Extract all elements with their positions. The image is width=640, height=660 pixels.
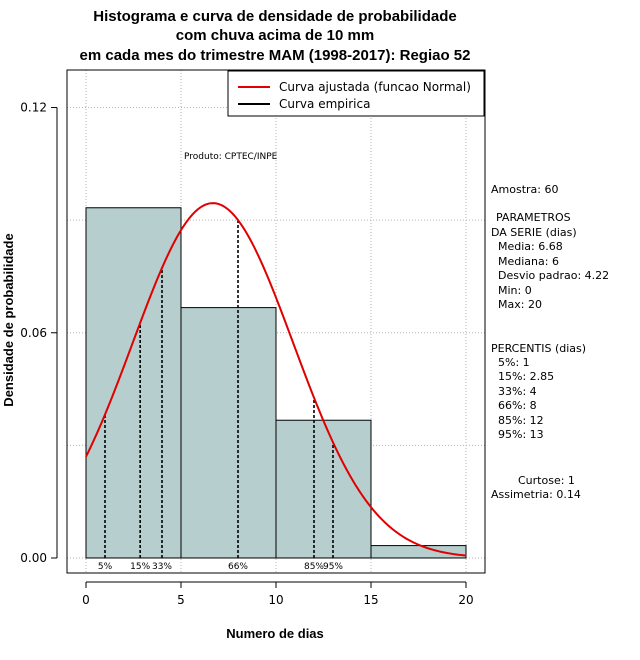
x-axis: 0 5 10 15 20 [82, 581, 474, 607]
percentile-label-2: 33% [152, 562, 172, 572]
stat-param-title-1: PARAMETROS [496, 211, 571, 224]
stat-media: Media: 6.68 [498, 240, 563, 253]
y-tick-label-0: 0.00 [20, 551, 47, 565]
stat-p15: 15%: 2.85 [498, 370, 554, 383]
legend-box [227, 70, 485, 117]
stat-percentis-title: PERCENTIS (dias) [491, 342, 586, 355]
stat-p85: 85%: 12 [498, 414, 544, 427]
x-tick-label-3: 15 [363, 593, 378, 607]
x-tick-label-0: 0 [82, 593, 90, 607]
x-tick-label-2: 10 [268, 593, 283, 607]
histogram-bars [85, 207, 467, 559]
stat-amostra: Amostra: 60 [491, 183, 558, 196]
side-statistics: Amostra: 60 PARAMETROS DA SERIE (dias) M… [491, 183, 609, 501]
stat-param-title-2: DA SERIE (dias) [491, 226, 577, 239]
stat-curtose: Curtose: 1 [518, 474, 575, 487]
chart-title-line-2: com chuva acima de 10 mm [176, 27, 374, 44]
y-tick-label-2: 0.12 [20, 101, 47, 115]
stat-min: Min: 0 [498, 284, 532, 297]
bar-1 [180, 307, 277, 559]
stat-assimetria: Assimetria: 0.14 [491, 488, 581, 501]
percentile-label-5: 95% [323, 562, 343, 572]
stat-desvio: Desvio padrao: 4.22 [498, 269, 609, 282]
percentile-label-0: 5% [98, 562, 113, 572]
legend-empirical-label: Curva empirica [279, 97, 370, 111]
stat-p66: 66%: 8 [498, 399, 537, 412]
stat-p33: 33%: 4 [498, 385, 537, 398]
chart-title-line-1: Histograma e curva de densidade de proba… [93, 8, 456, 25]
x-tick-label-4: 20 [458, 593, 473, 607]
bar-3 [370, 545, 467, 559]
stat-p95: 95%: 13 [498, 428, 544, 441]
percentile-labels: 5% 15% 33% 66% 85%95% [98, 562, 344, 572]
x-axis-label: Numero de dias [226, 626, 324, 641]
normal-fit-curve [85, 202, 467, 557]
x-tick-label-1: 5 [177, 593, 185, 607]
stat-p5: 5%: 1 [498, 356, 530, 369]
bar-2 [275, 419, 372, 559]
percentile-label-3: 66% [228, 562, 248, 572]
percentile-lines [104, 220, 334, 558]
legend-normal-label: Curva ajustada (funcao Normal) [279, 80, 471, 94]
y-tick-label-1: 0.06 [20, 326, 47, 340]
bar-0 [85, 207, 182, 559]
stat-max: Max: 20 [498, 298, 542, 311]
percentile-label-4: 85% [304, 562, 324, 572]
legend: Curva ajustada (funcao Normal) Curva emp… [227, 70, 485, 117]
plot-frame [66, 69, 486, 574]
product-annotation: Produto: CPTEC/INPE [184, 152, 278, 162]
chart-title-line-3: em cada mes do trimestre MAM (1998-2017)… [80, 47, 471, 64]
percentile-label-1: 15% [130, 562, 150, 572]
y-axis: 0.00 0.06 0.12 [20, 101, 58, 565]
stat-mediana: Mediana: 6 [498, 255, 559, 268]
y-axis-label: Densidade de probabilidade [1, 233, 16, 406]
